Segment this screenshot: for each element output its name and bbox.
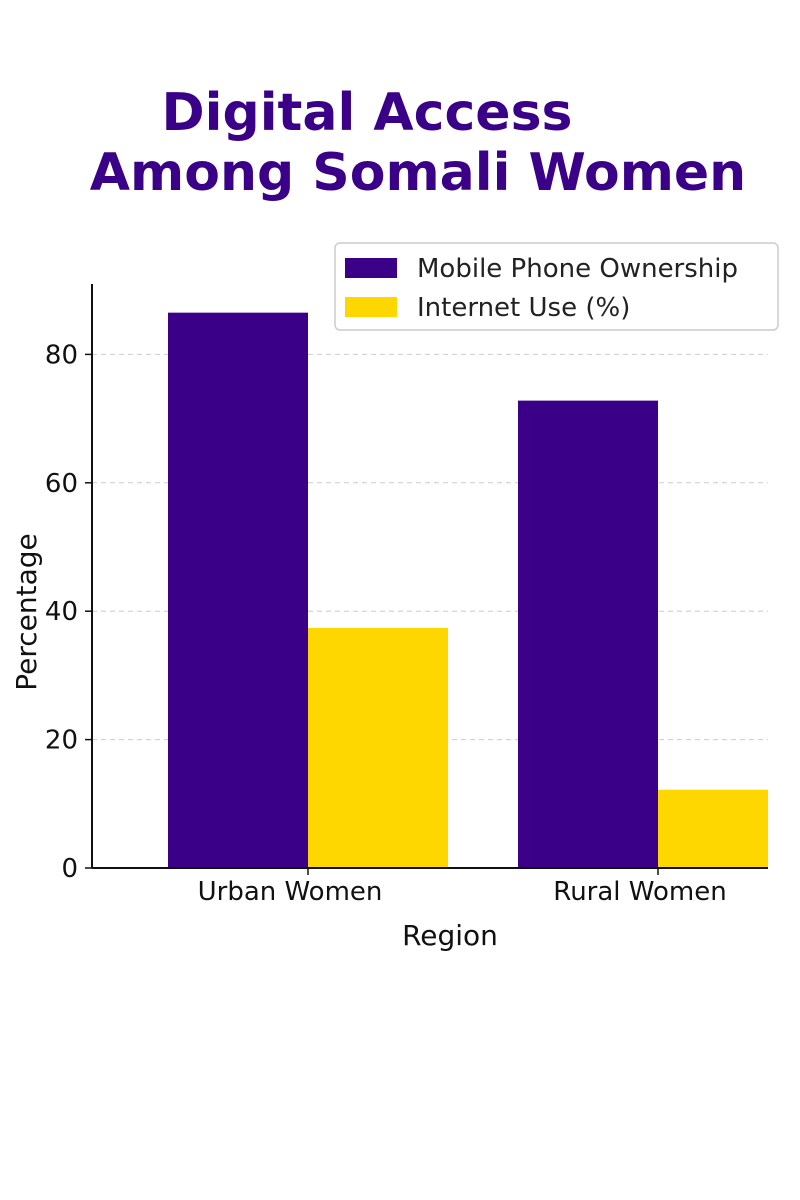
bar-mobile-1 (518, 400, 658, 868)
bar-internet-1 (658, 789, 768, 868)
x-axis-title: Region (402, 919, 498, 952)
legend-box (334, 242, 779, 331)
x-tick-label: Rural Women (553, 877, 726, 907)
legend: Mobile Phone Ownership Internet Use (%) (334, 242, 779, 331)
chart-title-line-1: Digital Access (162, 83, 573, 143)
y-tick-label: 0 (61, 854, 78, 884)
bars (168, 312, 768, 868)
legend-label-internet: Internet Use (%) (417, 293, 630, 323)
legend-swatch-internet (345, 297, 397, 317)
y-tick-label: 80 (45, 340, 78, 370)
bar-mobile-0 (168, 312, 308, 868)
y-tick-label: 40 (45, 597, 78, 627)
bar-internet-0 (308, 627, 448, 868)
y-tick-label: 60 (45, 469, 78, 499)
chart-title-line-2: Among Somali Women (90, 143, 746, 203)
y-axis-ticks: 0 20 40 60 80 (45, 340, 92, 884)
legend-label-mobile: Mobile Phone Ownership (417, 254, 738, 284)
y-tick-label: 20 (45, 726, 78, 756)
legend-swatch-mobile (345, 258, 397, 278)
x-axis-ticks: Urban Women Rural Women (198, 868, 727, 907)
y-axis-title: Percentage (10, 533, 43, 691)
x-tick-label: Urban Women (198, 877, 383, 907)
